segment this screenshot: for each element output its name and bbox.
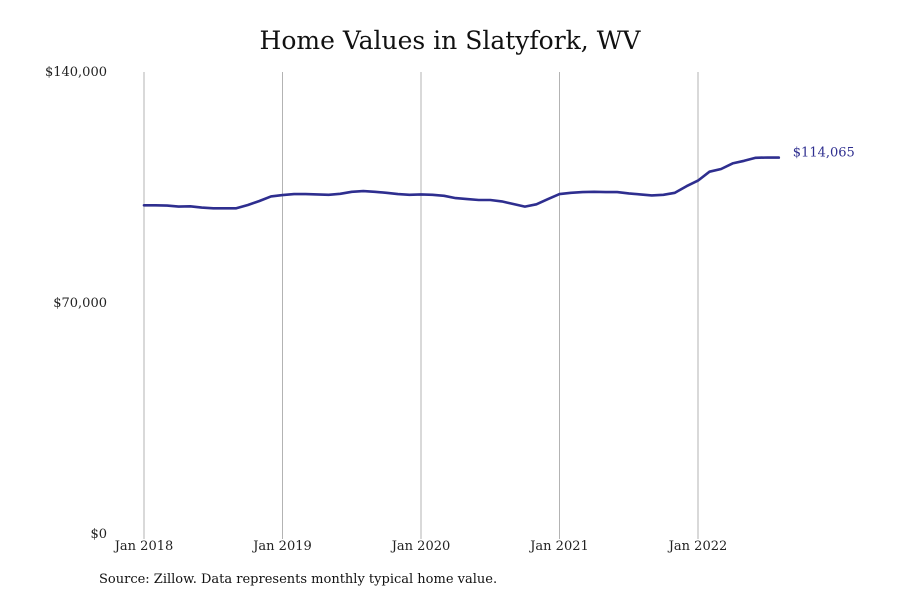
x-tick-label: Jan 2021: [528, 539, 589, 554]
y-tick-label: $70,000: [53, 296, 107, 311]
x-tick-label: Jan 2022: [667, 539, 728, 554]
x-tick-label: Jan 2019: [251, 539, 312, 554]
end-labels: $114,065: [793, 146, 855, 161]
y-tick-label: $0: [90, 527, 107, 542]
end-value-label: $114,065: [793, 146, 855, 161]
chart-title: Home Values in Slatyfork, WV: [259, 26, 641, 55]
series-lines: [142, 156, 781, 210]
y-tick-label: $140,000: [45, 65, 107, 80]
y-axis-ticks: $0 $70,000 $140,000: [45, 65, 107, 542]
x-tick-label: Jan 2020: [390, 539, 451, 554]
series-line: [142, 156, 781, 210]
gridlines: [143, 72, 699, 539]
x-tick-label: Jan 2018: [113, 539, 174, 554]
x-axis-ticks: Jan 2018 Jan 2019 Jan 2020 Jan 2021 Jan 2022: [113, 539, 728, 554]
source-note: Source: Zillow. Data represents monthly …: [99, 572, 498, 587]
